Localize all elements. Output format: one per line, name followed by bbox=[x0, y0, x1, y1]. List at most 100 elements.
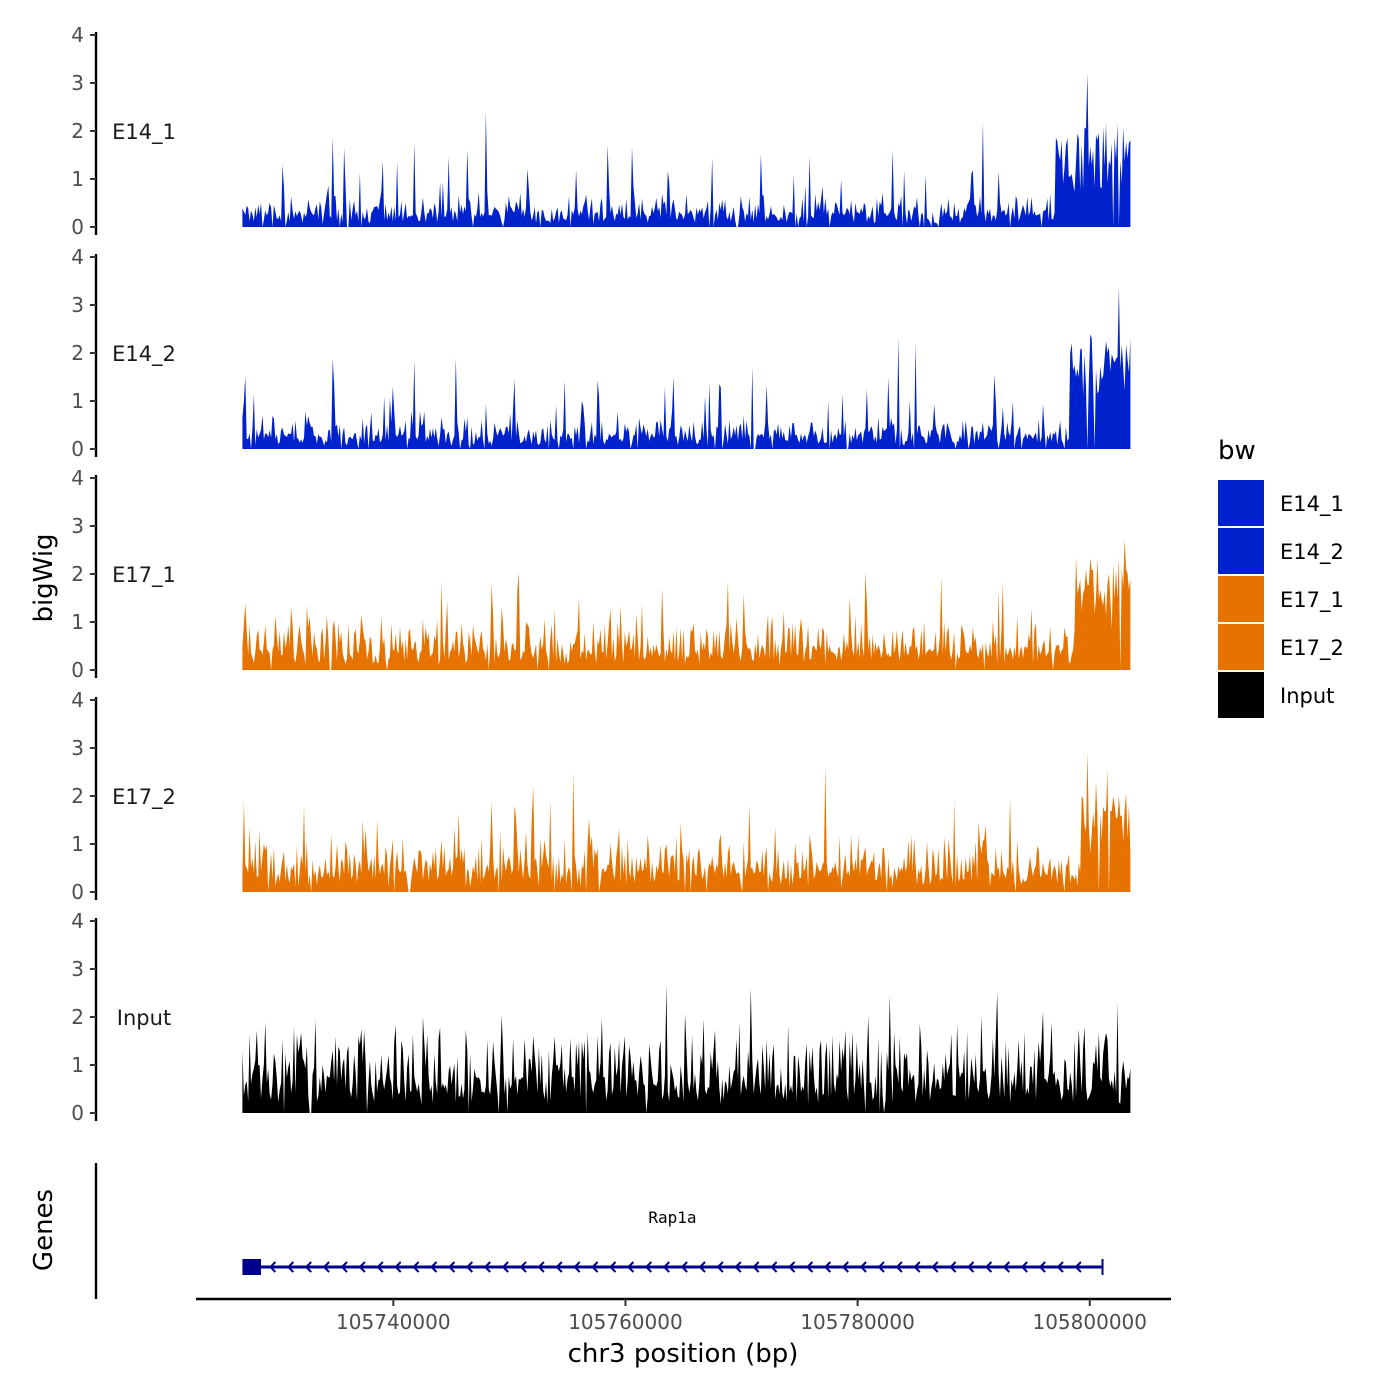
legend-item: E14_1 bbox=[1218, 480, 1344, 526]
legend-swatch bbox=[1218, 672, 1264, 718]
track-input: 0 1 2 3 4 Input bbox=[71, 909, 1131, 1125]
y-tick-label: 3 bbox=[71, 514, 84, 538]
legend: bw E14_1 E14_2 E17_1 E17_2 Input bbox=[1218, 436, 1344, 718]
strand-arrow-icon bbox=[806, 1261, 814, 1273]
y-tick-label: 2 bbox=[71, 341, 84, 365]
legend-entries: E14_1 E14_2 E17_1 E17_2 Input bbox=[1218, 480, 1344, 718]
track-e17-2: 0 1 2 3 4 E17_2 bbox=[71, 688, 1131, 904]
x-tick-label: 105780000 bbox=[800, 1310, 915, 1334]
strand-arrow-icon bbox=[967, 1261, 975, 1273]
strand-arrow-icon bbox=[304, 1261, 312, 1273]
y-tick-label: 2 bbox=[71, 562, 84, 586]
strand-arrow-icon bbox=[913, 1261, 921, 1273]
strand-arrow-icon bbox=[1056, 1261, 1064, 1273]
legend-label: E17_2 bbox=[1280, 636, 1344, 661]
strand-arrow-icon bbox=[877, 1261, 885, 1273]
legend-label: Input bbox=[1280, 684, 1334, 708]
strand-arrow-icon bbox=[1074, 1261, 1082, 1273]
y-tick-label: 1 bbox=[71, 1053, 84, 1077]
y-tick-label: 4 bbox=[71, 466, 84, 490]
strand-arrow-icon bbox=[627, 1261, 635, 1273]
strand-arrow-icon bbox=[448, 1261, 456, 1273]
strand-arrow-icon bbox=[609, 1261, 617, 1273]
y-tick-label: 3 bbox=[71, 71, 84, 95]
y-tick-label: 4 bbox=[71, 245, 84, 269]
legend-item: Input bbox=[1218, 672, 1334, 718]
coverage-area bbox=[242, 539, 1131, 670]
strand-arrow-icon bbox=[483, 1261, 491, 1273]
x-tick-label: 105800000 bbox=[1032, 1310, 1147, 1334]
strand-arrow-icon bbox=[591, 1261, 599, 1273]
strand-arrow-icon bbox=[859, 1261, 867, 1273]
coverage-area bbox=[242, 286, 1131, 449]
coverage-area bbox=[242, 983, 1131, 1113]
legend-swatch bbox=[1218, 576, 1264, 622]
y-tick-label: 0 bbox=[71, 658, 84, 682]
legend-swatch bbox=[1218, 624, 1264, 670]
track-label: E17_1 bbox=[112, 563, 176, 588]
y-tick-label: 4 bbox=[71, 909, 84, 933]
legend-swatch bbox=[1218, 480, 1264, 526]
strand-arrow-icon bbox=[734, 1261, 742, 1273]
track-label: E17_2 bbox=[112, 785, 176, 810]
strand-arrow-icon bbox=[680, 1261, 688, 1273]
y-tick-label: 4 bbox=[71, 23, 84, 47]
strand-arrow-icon bbox=[1020, 1261, 1028, 1273]
strand-arrow-icon bbox=[949, 1261, 957, 1273]
y-tick-label: 2 bbox=[71, 1005, 84, 1029]
strand-arrow-icon bbox=[895, 1261, 903, 1273]
strand-arrow-icon bbox=[841, 1261, 849, 1273]
legend-item: E14_2 bbox=[1218, 528, 1344, 574]
strand-arrow-icon bbox=[286, 1261, 295, 1273]
coverage-area bbox=[242, 72, 1131, 228]
strand-arrow-icon bbox=[662, 1261, 670, 1273]
strand-arrow-icon bbox=[501, 1261, 509, 1273]
track-e17-1: 0 1 2 3 4 E17_1 bbox=[71, 466, 1131, 682]
strand-arrow-icon bbox=[823, 1261, 832, 1273]
x-axis: 105740000 105760000 105780000 105800000 chr… bbox=[196, 1297, 1171, 1369]
strand-arrow-icon bbox=[322, 1261, 330, 1273]
strand-arrow-icon bbox=[376, 1261, 384, 1273]
y-tick-label: 0 bbox=[71, 1101, 84, 1125]
strand-arrow-icon bbox=[752, 1261, 760, 1273]
y-tick-label: 1 bbox=[71, 610, 84, 634]
coverage-area bbox=[242, 752, 1131, 892]
strand-arrow-icon bbox=[698, 1261, 706, 1273]
strand-arrow-icon bbox=[537, 1261, 545, 1273]
track-label: E14_1 bbox=[112, 120, 176, 145]
y-axis-title: bigWig bbox=[29, 533, 59, 622]
strand-arrow-icon bbox=[985, 1261, 993, 1273]
y-tick-label: 4 bbox=[71, 688, 84, 712]
legend-item: E17_1 bbox=[1218, 576, 1344, 622]
strand-arrow-icon bbox=[465, 1261, 474, 1273]
y-tick-label: 0 bbox=[71, 880, 84, 904]
y-tick-label: 2 bbox=[71, 784, 84, 808]
strand-arrow-icon bbox=[644, 1261, 653, 1273]
gene-exon bbox=[242, 1259, 261, 1275]
x-tick-label: 105760000 bbox=[568, 1310, 683, 1334]
legend-title: bw bbox=[1218, 436, 1256, 466]
strand-arrow-icon bbox=[788, 1261, 796, 1273]
y-tick-label: 3 bbox=[71, 293, 84, 317]
strand-arrow-icon bbox=[573, 1261, 581, 1273]
bigwig-tracks: 0 1 2 3 4 E14_1 0 1 2 3 4 E14_2 0 1 2 3 4 E17_1 0 1 2 3 4 E17_2… bbox=[71, 23, 1131, 1125]
y-tick-label: 3 bbox=[71, 736, 84, 760]
legend-swatch bbox=[1218, 528, 1264, 574]
strand-arrow-icon bbox=[430, 1261, 438, 1273]
legend-label: E14_2 bbox=[1280, 540, 1344, 565]
y-tick-label: 1 bbox=[71, 832, 84, 856]
track-e14-1: 0 1 2 3 4 E14_1 bbox=[71, 23, 1131, 239]
legend-label: E17_1 bbox=[1280, 588, 1344, 613]
y-tick-label: 1 bbox=[71, 389, 84, 413]
track-label: E14_2 bbox=[112, 342, 176, 367]
y-tick-label: 1 bbox=[71, 167, 84, 191]
track-e14-2: 0 1 2 3 4 E14_2 bbox=[71, 245, 1131, 461]
legend-item: E17_2 bbox=[1218, 624, 1344, 670]
strand-arrow-icon bbox=[340, 1261, 348, 1273]
y-tick-label: 0 bbox=[71, 215, 84, 239]
strand-arrow-icon bbox=[555, 1261, 563, 1273]
strand-arrow-icon bbox=[519, 1261, 527, 1273]
y-tick-label: 2 bbox=[71, 119, 84, 143]
track-label: Input bbox=[117, 1006, 171, 1030]
